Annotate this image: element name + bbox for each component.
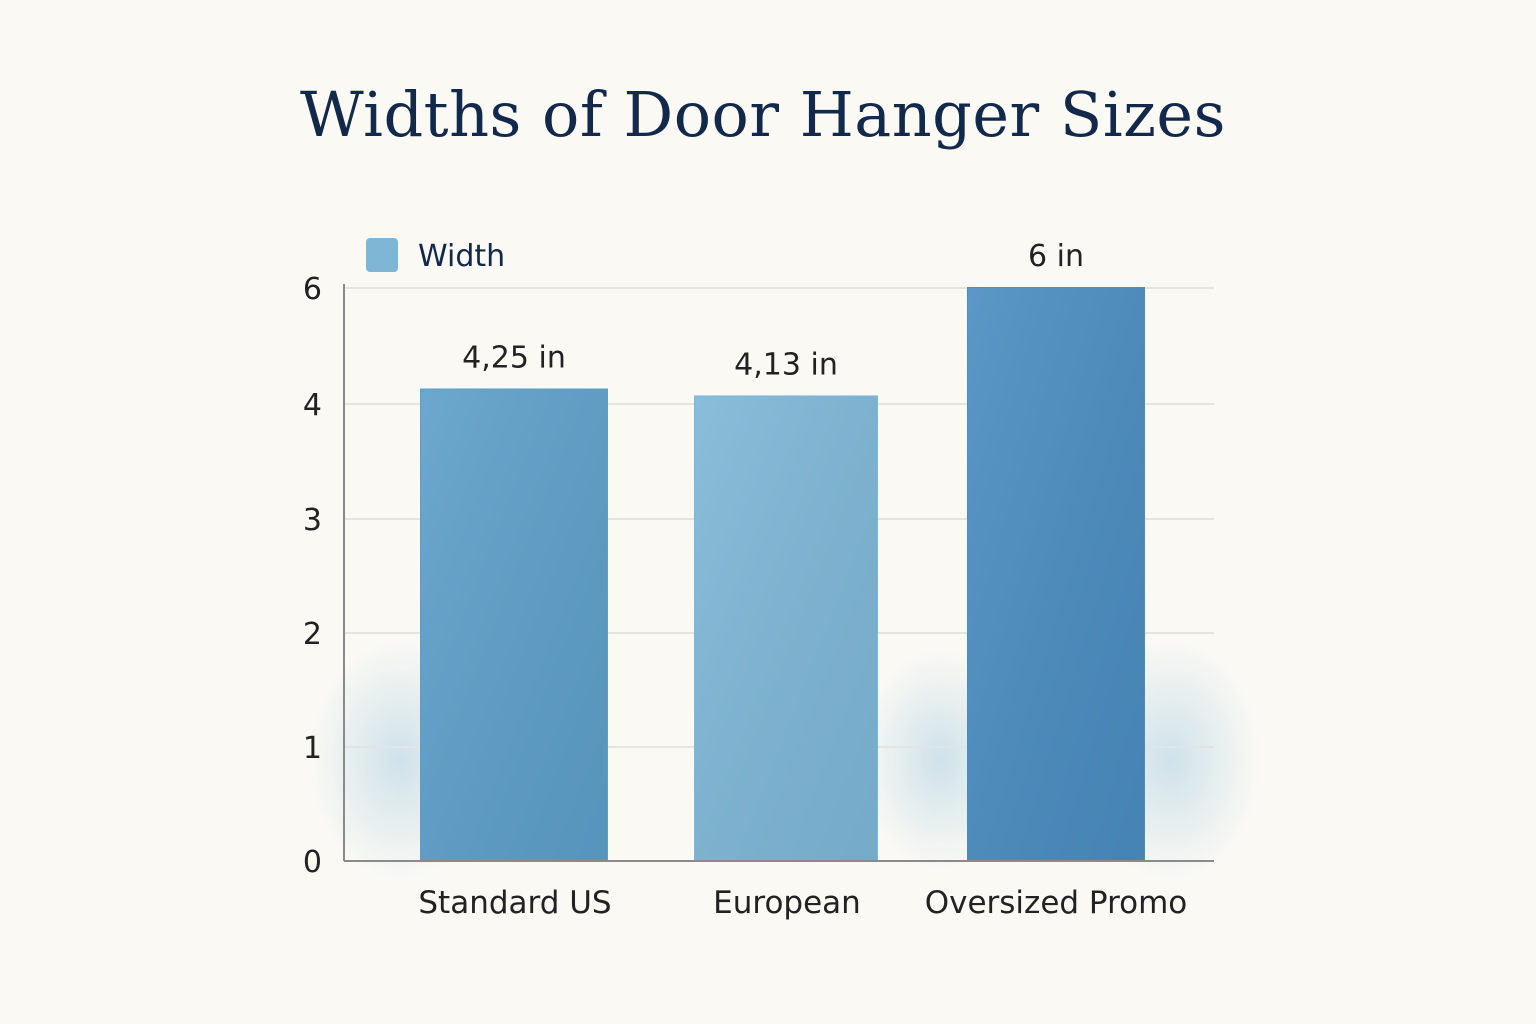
legend-label: Width xyxy=(418,239,505,274)
x-tick-label: European xyxy=(713,885,861,921)
y-tick-label: 4 xyxy=(303,388,322,423)
data-label: 4,13 in xyxy=(734,347,838,382)
bars xyxy=(420,287,1145,862)
bar-texture xyxy=(695,396,877,861)
chart-title: Widths of Door Hanger Sizes xyxy=(300,78,1226,151)
bar-texture xyxy=(968,288,1144,861)
y-tick-label: 3 xyxy=(303,503,322,538)
y-tick-label: 6 xyxy=(303,272,322,307)
bar-texture xyxy=(421,389,607,861)
axes xyxy=(343,284,1214,862)
y-tick-label: 1 xyxy=(303,731,322,766)
data-label: 6 in xyxy=(1028,239,1084,274)
x-tick-label: Oversized Promo xyxy=(925,885,1188,921)
legend-swatch xyxy=(366,238,398,272)
x-tick-label: Standard US xyxy=(418,885,611,921)
y-tick-label: 2 xyxy=(303,617,322,652)
data-label: 4,25 in xyxy=(462,341,566,376)
labels: 0 1 2 3 4 6 4,25 in Standard US 4,13 in European 6… xyxy=(303,239,1187,921)
y-tick-label: 0 xyxy=(303,845,322,880)
legend: Width xyxy=(366,238,505,274)
